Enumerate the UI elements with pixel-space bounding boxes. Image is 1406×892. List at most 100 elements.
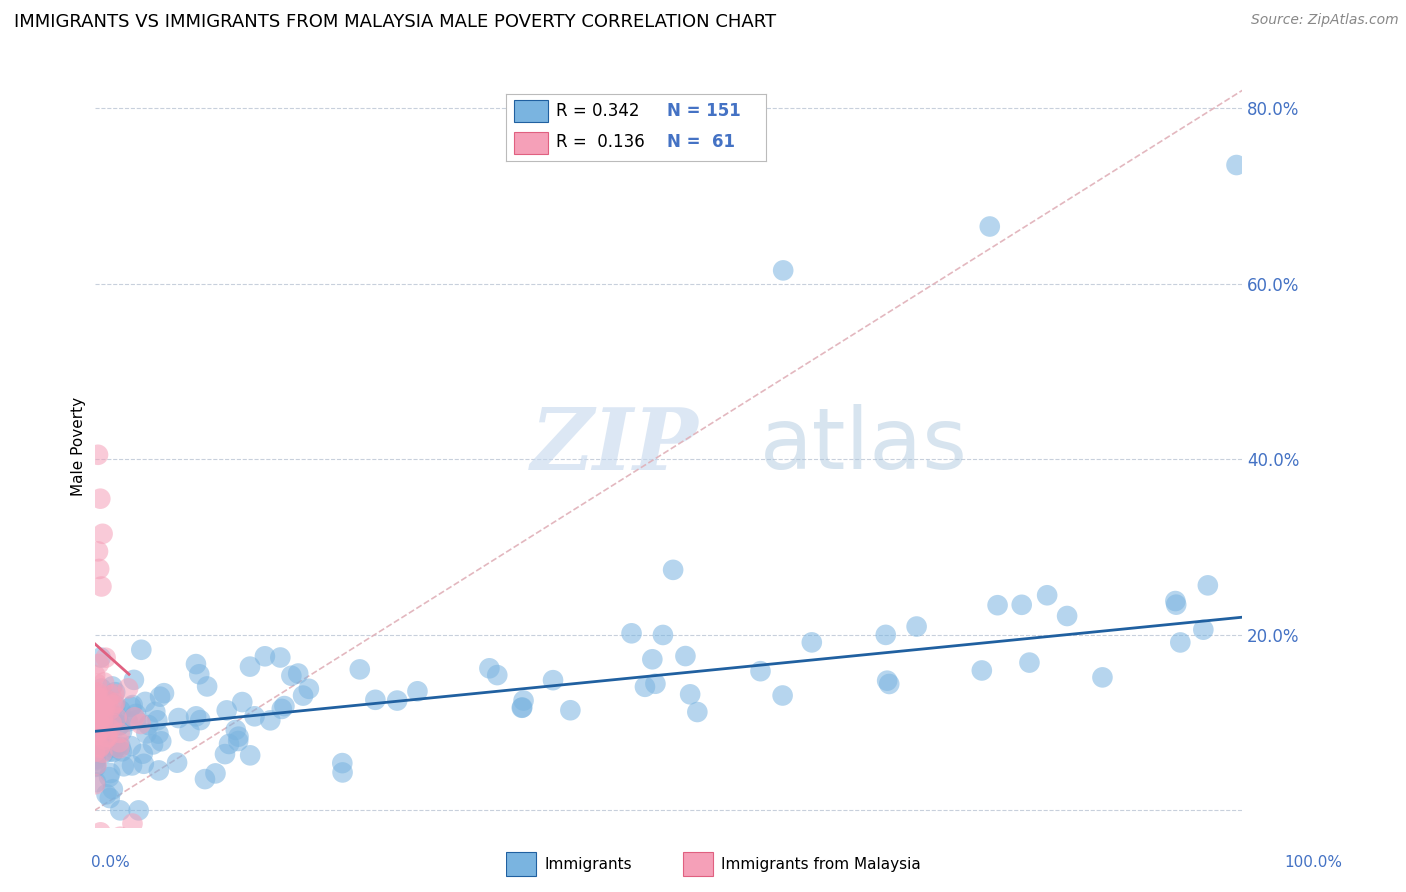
Text: R = 0.342: R = 0.342 [555, 103, 640, 120]
Point [188, 667, 211, 681]
Point [132, 756, 155, 771]
Point [91, 526, 114, 541]
Point [142, 738, 165, 752]
Point [226, 734, 249, 748]
Bar [515, 100, 548, 122]
Point [349, 662, 371, 676]
Point [90, 727, 112, 741]
Point [91, 746, 114, 760]
Point [91, 714, 114, 729]
Point [100, 688, 122, 702]
Point [110, 703, 132, 717]
Point [243, 709, 266, 723]
Point [135, 726, 157, 740]
Point [195, 680, 218, 694]
Point [84, 699, 107, 714]
Point [332, 765, 354, 780]
Point [87, 697, 110, 711]
Point [510, 700, 533, 714]
Point [620, 626, 643, 640]
Text: 100.0%: 100.0% [1285, 855, 1343, 870]
Point [166, 756, 188, 770]
Point [905, 619, 928, 633]
Point [97, 693, 120, 707]
Point [87, 705, 110, 719]
Point [89, 491, 111, 506]
Point [330, 756, 353, 771]
Point [239, 659, 262, 673]
Point [96, 730, 118, 744]
Point [87, 448, 110, 462]
Point [101, 680, 124, 694]
Point [108, 735, 131, 749]
Point [364, 693, 387, 707]
Point [94, 701, 117, 715]
Point [103, 698, 125, 713]
Point [90, 720, 112, 734]
Point [100, 834, 122, 848]
Point [679, 687, 702, 701]
Point [103, 745, 125, 759]
Point [111, 744, 134, 758]
Point [84, 668, 107, 682]
Point [112, 759, 135, 773]
Point [98, 738, 121, 752]
Point [1091, 670, 1114, 684]
Point [129, 717, 152, 731]
Point [87, 690, 110, 705]
Point [84, 689, 107, 703]
Point [87, 716, 110, 731]
Point [94, 650, 117, 665]
Point [89, 843, 111, 857]
Point [84, 728, 107, 742]
Point [877, 677, 900, 691]
Point [239, 748, 262, 763]
Point [103, 687, 125, 701]
Point [98, 744, 121, 758]
Point [101, 740, 124, 755]
Point [104, 685, 127, 699]
Point [84, 715, 107, 730]
Point [120, 699, 142, 714]
Point [87, 657, 110, 671]
Point [101, 782, 124, 797]
Text: 0.0%: 0.0% [91, 855, 131, 870]
Point [662, 563, 685, 577]
Point [105, 740, 128, 755]
Text: atlas: atlas [761, 404, 969, 488]
Point [218, 737, 240, 751]
Point [96, 693, 118, 707]
Point [100, 707, 122, 722]
Point [406, 684, 429, 698]
Point [644, 677, 666, 691]
Point [478, 661, 501, 675]
Point [970, 664, 993, 678]
Point [104, 698, 127, 712]
Text: Immigrants from Malaysia: Immigrants from Malaysia [721, 857, 921, 871]
Point [86, 852, 108, 866]
Point [89, 737, 111, 751]
Point [1168, 635, 1191, 649]
Point [122, 673, 145, 687]
Point [146, 714, 169, 728]
Point [486, 668, 509, 682]
Point [273, 699, 295, 714]
Point [84, 752, 107, 766]
Point [280, 669, 302, 683]
Point [90, 650, 112, 665]
Point [204, 766, 226, 780]
Point [1166, 598, 1188, 612]
Text: Immigrants: Immigrants [544, 857, 631, 871]
Point [98, 703, 121, 717]
Point [98, 770, 121, 784]
Point [121, 816, 143, 830]
Point [298, 681, 321, 696]
Point [98, 766, 121, 780]
Point [634, 680, 657, 694]
Point [134, 695, 156, 709]
Text: R =  0.136: R = 0.136 [555, 133, 644, 151]
Point [225, 723, 247, 737]
Point [86, 758, 108, 772]
Point [93, 697, 115, 711]
Point [1056, 609, 1078, 624]
